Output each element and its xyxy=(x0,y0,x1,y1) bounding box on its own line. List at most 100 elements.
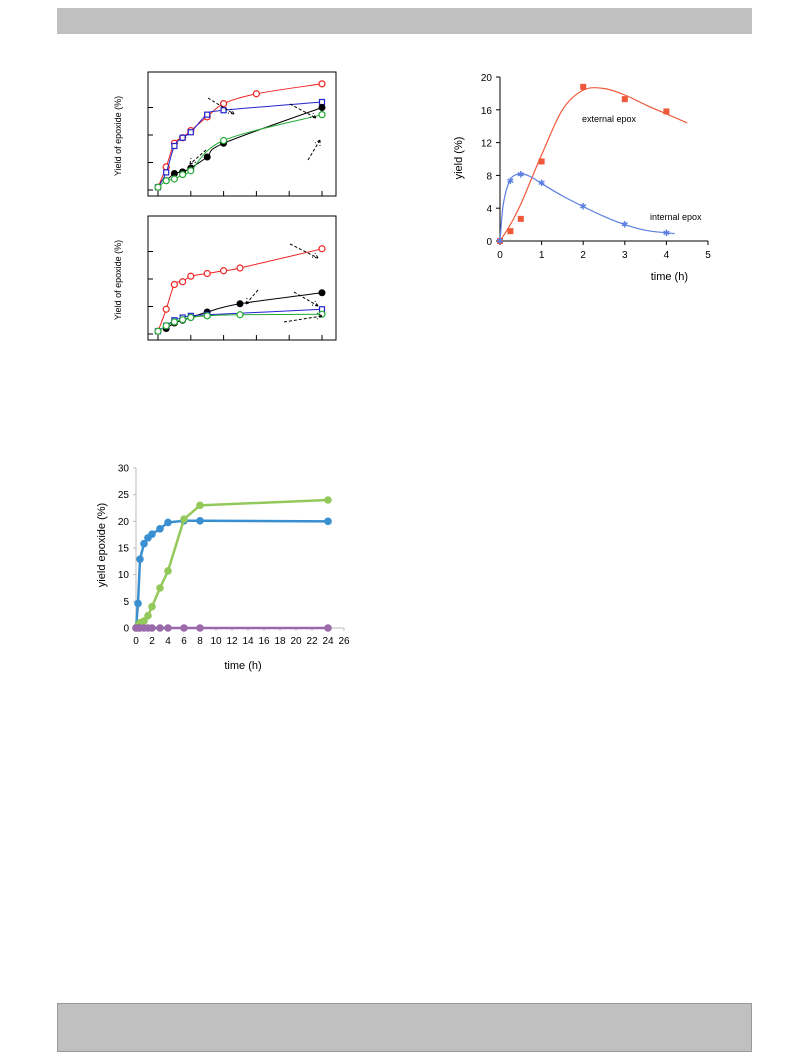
chart-yield-epoxide-time: yield epoxide (%) time (h) 0 5 10 15 20 25 30 0… xyxy=(96,464,350,673)
series xyxy=(154,111,326,191)
series-line xyxy=(134,519,329,629)
x-tick-label: 22 xyxy=(306,636,318,647)
data-point xyxy=(220,107,227,114)
annotation-arrows xyxy=(245,243,323,323)
data-point xyxy=(204,111,211,118)
x-tick-label: 5 xyxy=(705,250,711,261)
data-point xyxy=(318,80,326,88)
x-axis-label: time (h) xyxy=(651,271,688,283)
x-tick-label: 4 xyxy=(664,250,670,261)
data-point xyxy=(236,300,244,308)
x-tick-label: 26 xyxy=(338,636,350,647)
data-point xyxy=(148,624,156,632)
data-point: ✱ xyxy=(517,170,525,180)
annotation-arrow xyxy=(307,139,321,161)
data-point xyxy=(187,313,195,322)
y-tick-label: 20 xyxy=(118,517,130,528)
data-point xyxy=(162,322,170,330)
x-tick-label: 0 xyxy=(133,636,139,647)
data-point xyxy=(324,517,332,526)
data-point: ✱ xyxy=(663,228,671,238)
data-point xyxy=(180,624,188,632)
series xyxy=(132,496,332,632)
series-line xyxy=(499,173,675,242)
data-point xyxy=(203,312,211,320)
x-tick-label: 2 xyxy=(149,636,155,647)
data-point xyxy=(163,169,170,176)
y-tick-label: 4 xyxy=(486,204,492,215)
x-tick-label: 16 xyxy=(258,636,270,647)
data-point xyxy=(156,584,164,592)
x-tick-label: 20 xyxy=(290,636,302,647)
data-point: ✱ xyxy=(538,178,546,188)
data-point xyxy=(318,98,326,106)
data-point: ✱ xyxy=(496,236,504,246)
data-point: ✱ xyxy=(507,176,515,186)
annotation-arrow xyxy=(289,243,319,259)
data-point xyxy=(621,96,628,103)
data-point xyxy=(179,134,186,141)
data-point xyxy=(219,136,228,145)
y-tick-label: 12 xyxy=(481,139,493,150)
series: ✱✱✱✱✱✱✱ xyxy=(496,170,675,246)
data-point: ✱ xyxy=(621,220,629,230)
chart-epoxide-yield-b: Yield of epoxide (%) xyxy=(113,215,337,341)
data-point xyxy=(178,170,187,179)
data-point xyxy=(140,539,148,548)
data-point xyxy=(318,289,326,297)
data-point xyxy=(170,175,179,183)
x-tick-label: 24 xyxy=(322,636,334,647)
data-point xyxy=(196,624,204,632)
x-tick-label: 12 xyxy=(226,636,238,647)
x-tick-label: 3 xyxy=(622,250,628,261)
page-header-bar xyxy=(57,8,752,34)
annotation-external-epox: external epox xyxy=(582,114,637,124)
series xyxy=(132,517,332,632)
x-tick-label: 0 xyxy=(497,250,503,261)
data-point xyxy=(318,111,326,119)
data-point xyxy=(154,183,162,191)
y-tick-label: 30 xyxy=(118,464,130,475)
series xyxy=(154,245,326,335)
chart-epoxide-yield-a: Yield of epoxide (%) xyxy=(113,71,337,197)
data-point xyxy=(178,316,187,324)
data-point xyxy=(164,624,172,632)
data-point xyxy=(324,496,332,504)
data-point xyxy=(187,272,195,280)
y-tick-label: 0 xyxy=(123,624,129,635)
y-axis-label: Yield of epoxide (%) xyxy=(113,240,123,320)
y-tick-label: 10 xyxy=(118,570,130,581)
data-point xyxy=(144,611,152,620)
y-tick-label: 16 xyxy=(481,106,493,117)
data-point xyxy=(236,264,244,272)
x-tick-label: 6 xyxy=(181,636,187,647)
data-point xyxy=(162,177,170,185)
data-point: ✱ xyxy=(579,202,587,212)
series xyxy=(132,624,332,632)
y-axis-label: Yield of epoxide (%) xyxy=(113,96,123,176)
annotation-arrow xyxy=(189,149,207,165)
data-point xyxy=(252,90,260,98)
y-tick-label: 0 xyxy=(486,237,492,248)
data-point xyxy=(324,624,332,632)
chart-yield-external-internal: yield (%) time (h) external epox interna… xyxy=(453,73,711,283)
y-tick-label: 25 xyxy=(118,490,130,501)
annotation-arrow xyxy=(283,315,323,323)
x-tick-label: 2 xyxy=(580,250,586,261)
annotation-internal-epox: internal epox xyxy=(650,212,702,222)
y-axis-label: yield (%) xyxy=(453,137,465,180)
series-line xyxy=(499,87,688,242)
data-point xyxy=(580,83,587,90)
data-point xyxy=(507,228,514,235)
y-tick-label: 8 xyxy=(486,171,492,182)
y-tick-label: 5 xyxy=(123,597,129,608)
x-tick-label: 8 xyxy=(197,636,203,647)
data-point xyxy=(154,327,162,335)
data-point xyxy=(156,624,164,632)
x-tick-label: 14 xyxy=(242,636,254,647)
data-point xyxy=(180,515,188,523)
data-point xyxy=(162,305,170,313)
data-point xyxy=(148,530,156,538)
series xyxy=(154,310,326,335)
data-point xyxy=(203,269,211,278)
